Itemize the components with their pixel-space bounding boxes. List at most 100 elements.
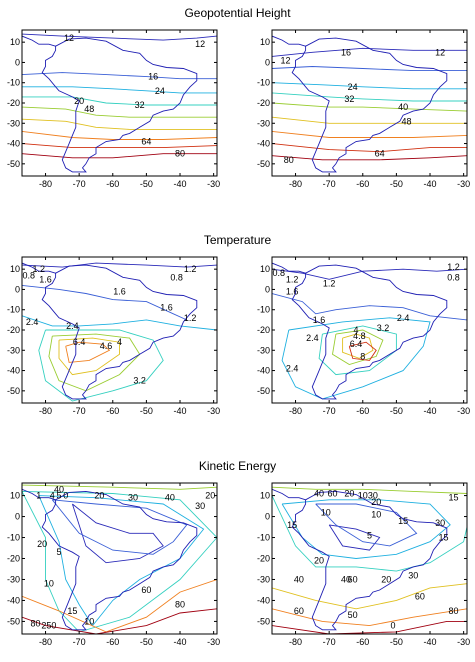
contour-label: 20 — [344, 488, 354, 498]
contour-label: 0 — [63, 491, 68, 501]
contour-line — [22, 72, 217, 80]
contour-label: 20 — [381, 574, 391, 584]
coastline-central-america — [22, 262, 56, 274]
contour-label: 15 — [398, 516, 408, 526]
contour-label: 60 — [141, 585, 151, 595]
contour-label: 0.8 — [22, 270, 35, 280]
x-tick-label: -30 — [457, 406, 470, 416]
contour-label: 32 — [344, 94, 354, 104]
contour-line — [272, 130, 467, 138]
contour-label: 64 — [141, 137, 151, 147]
contour-line — [22, 130, 217, 140]
row-title-geopotential-height: Geopotential Height — [184, 6, 291, 20]
contour-line — [272, 66, 467, 72]
y-tick-label: 0 — [15, 284, 20, 294]
y-tick-label: -50 — [257, 386, 270, 396]
contour-label: 2.4 — [66, 321, 79, 331]
coastline-central-america — [272, 35, 306, 47]
y-tick-label: -20 — [7, 554, 20, 564]
contour-line — [38, 495, 205, 627]
x-tick-label: -40 — [424, 179, 437, 189]
contour-label: 40 — [54, 484, 64, 494]
contour-line — [22, 284, 187, 321]
contour-line — [342, 333, 374, 359]
contour-label: 12 — [435, 47, 445, 57]
y-tick-label: 10 — [260, 491, 270, 501]
contour-line — [272, 143, 467, 153]
contour-line — [48, 333, 141, 392]
contour-label: 10 — [84, 616, 94, 626]
contour-line — [22, 143, 217, 149]
contour-label: 80 — [30, 619, 40, 629]
y-tick-label: 10 — [10, 264, 20, 274]
contour-line — [22, 262, 217, 268]
y-tick-label: -40 — [7, 366, 20, 376]
coastline — [291, 37, 448, 173]
contour-label: 4 — [50, 491, 55, 501]
x-tick-label: -80 — [39, 637, 52, 647]
contour-label: 12 — [64, 33, 74, 43]
contour-label: 20 — [74, 96, 84, 106]
contour-line — [22, 118, 217, 130]
contour-label: 5 — [56, 547, 61, 557]
contour-line — [22, 484, 217, 490]
contour-line — [332, 329, 384, 365]
contour-label: 4 — [117, 337, 122, 347]
contour-label: 20 — [37, 539, 47, 549]
x-tick-label: -70 — [73, 179, 86, 189]
y-tick-label: -30 — [7, 574, 20, 584]
contour-label: 1.2 — [33, 264, 46, 274]
contour-label: 5 — [367, 530, 372, 540]
contour-line — [22, 86, 217, 94]
contour-label: 20 — [205, 491, 215, 501]
y-tick-label: -10 — [7, 305, 20, 315]
contour-label: 1.2 — [286, 274, 299, 284]
x-tick-label: -80 — [289, 179, 302, 189]
y-tick-label: 10 — [10, 37, 20, 47]
x-tick-label: -40 — [174, 637, 187, 647]
contour-line — [51, 499, 188, 555]
y-tick-label: -40 — [7, 139, 20, 149]
row-title-kinetic-energy: Kinetic Energy — [198, 459, 277, 473]
contour-line — [22, 579, 217, 633]
coastline — [291, 264, 448, 400]
contour-label: 1.6 — [286, 286, 299, 296]
contour-label: 60 — [294, 606, 304, 616]
contour-line — [272, 608, 467, 627]
contour-line — [272, 92, 467, 102]
contour-line — [65, 341, 111, 363]
y-tick-label: -10 — [257, 78, 270, 88]
contour-label: 8 — [360, 351, 365, 361]
contour-label: 24 — [155, 86, 165, 96]
x-tick-label: -30 — [457, 179, 470, 189]
y-tick-label: -10 — [257, 533, 270, 543]
x-tick-label: -70 — [323, 637, 336, 647]
contour-label: 1 — [36, 491, 41, 501]
contour-line — [22, 490, 217, 633]
contour-line — [272, 268, 467, 280]
contour-line — [272, 155, 467, 161]
contour-line — [281, 317, 431, 400]
contour-label: 10 — [371, 509, 381, 519]
contour-label: 250 — [41, 621, 56, 631]
contour-label: 80 — [175, 149, 185, 159]
contour-label: 24 — [348, 82, 358, 92]
contour-label: 2.4 — [306, 333, 319, 343]
contour-label: 80 — [284, 155, 294, 165]
contour-label: 1.6 — [313, 315, 326, 325]
contour-label: 1.2 — [447, 262, 460, 272]
y-tick-label: -30 — [257, 574, 270, 584]
contour-line — [272, 293, 467, 321]
x-tick-label: -60 — [106, 637, 119, 647]
x-tick-label: -60 — [356, 406, 369, 416]
y-tick-label: -20 — [7, 98, 20, 108]
contour-line — [272, 486, 467, 494]
coastline — [41, 37, 198, 173]
contour-label: 40 — [341, 574, 351, 584]
y-tick-label: 0 — [15, 512, 20, 522]
contour-line — [272, 495, 467, 572]
contour-label: 80 — [449, 606, 459, 616]
x-tick-label: -40 — [174, 179, 187, 189]
